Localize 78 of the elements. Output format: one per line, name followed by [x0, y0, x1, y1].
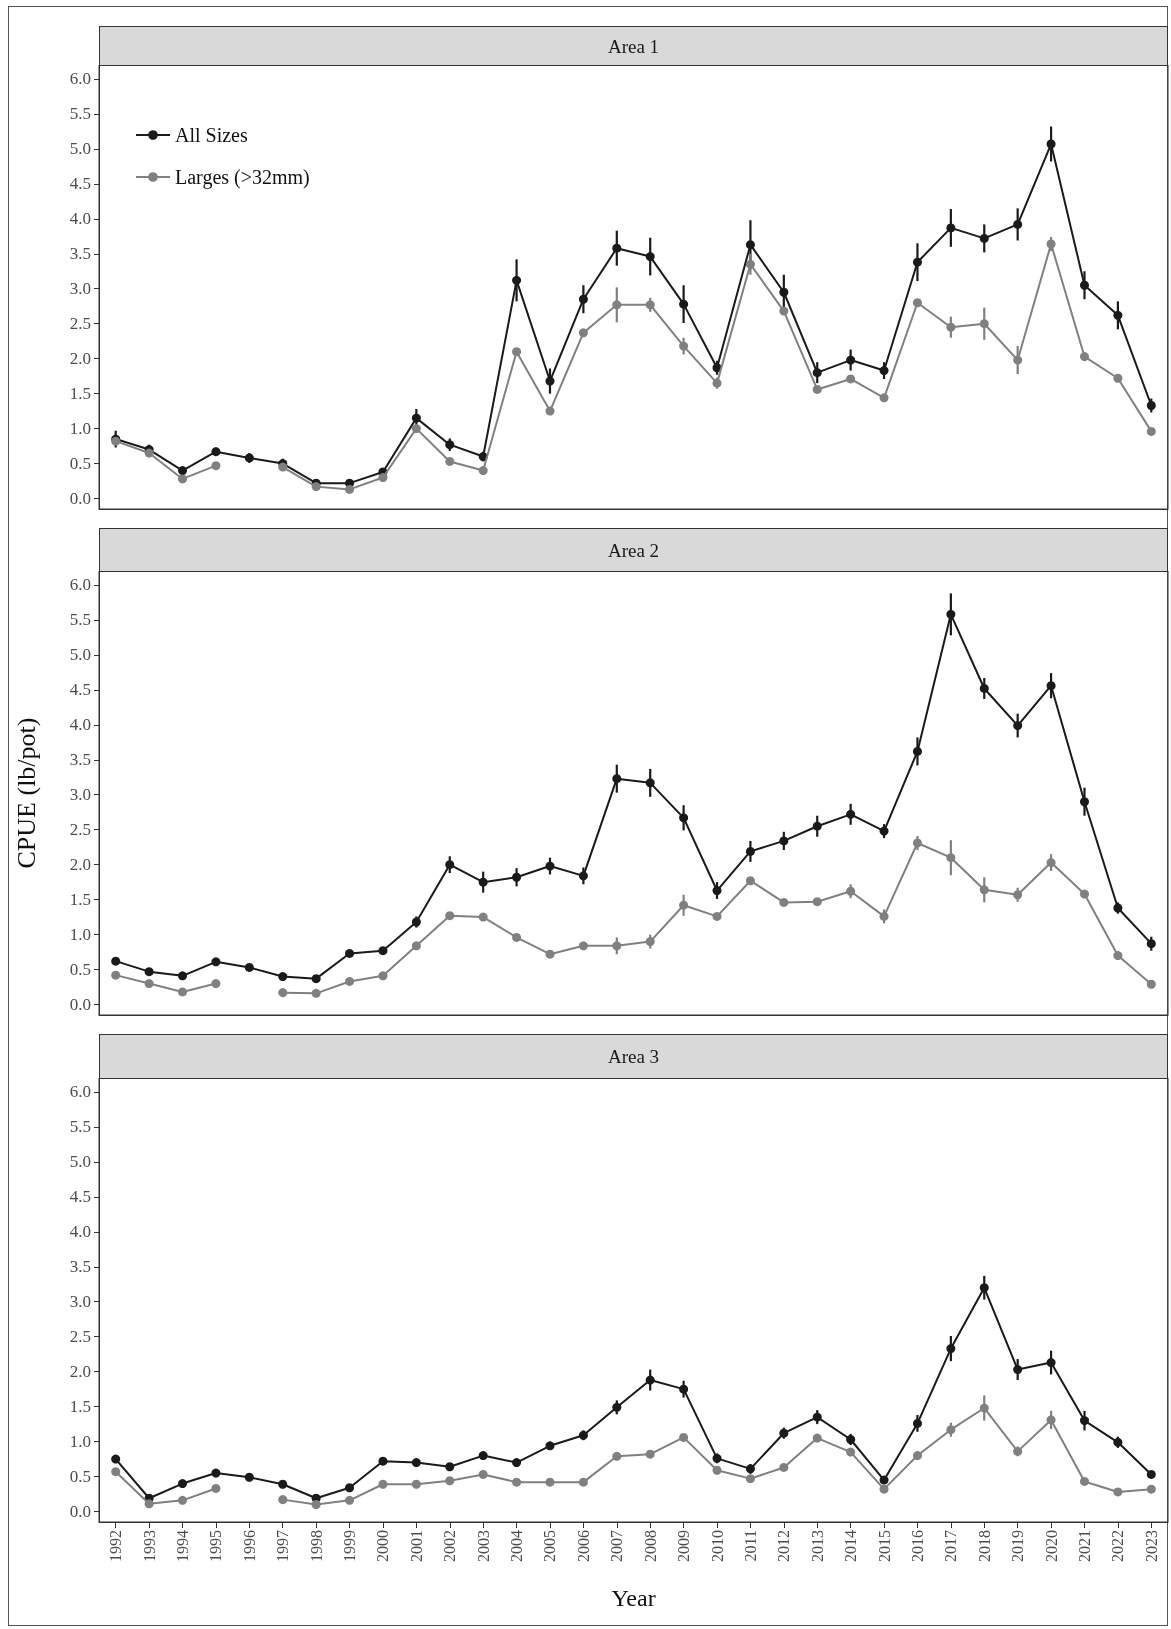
- y-tick-label: 5.0: [69, 1152, 91, 1172]
- y-tick-label: 1.0: [69, 925, 91, 945]
- x-tick-label: 2003: [474, 1530, 492, 1562]
- y-tick-label: 1.0: [69, 419, 91, 439]
- x-tick-label: 2012: [775, 1530, 793, 1562]
- y-tick-label: 3.0: [69, 785, 91, 805]
- chart-title: Area 1: [99, 26, 1168, 66]
- y-tick-label: 1.0: [69, 1432, 91, 1452]
- y-tick-label: 3.0: [69, 1292, 91, 1312]
- y-tick-label: 1.5: [69, 1397, 91, 1417]
- x-tick-label: 2001: [407, 1530, 425, 1562]
- y-tick-label: 5.5: [69, 610, 91, 630]
- x-tick-label: 2020: [1042, 1530, 1060, 1562]
- y-tick-label: 3.5: [69, 1257, 91, 1277]
- x-tick-label: 2023: [1142, 1530, 1160, 1562]
- x-tick-label: 2002: [441, 1530, 459, 1562]
- x-tick-label: 2006: [574, 1530, 592, 1562]
- x-tick-label: 1999: [341, 1530, 359, 1562]
- x-tick-label: 2007: [608, 1530, 626, 1562]
- x-tick-label: 1993: [140, 1530, 158, 1562]
- x-tick-label: 2022: [1109, 1530, 1127, 1562]
- x-tick-label: 2015: [875, 1530, 893, 1562]
- chart-title: Area 3: [99, 1034, 1168, 1079]
- y-tick-label: 4.5: [69, 1187, 91, 1207]
- y-tick-label: 6.0: [69, 575, 91, 595]
- y-tick-label: 4.5: [69, 174, 91, 194]
- y-tick-label: 0.5: [69, 1467, 91, 1487]
- legend-label: Larges (>32mm): [175, 166, 310, 189]
- y-tick-label: 2.5: [69, 1327, 91, 1347]
- y-tick-label: 3.5: [69, 244, 91, 264]
- y-axis-title: CPUE (lb/pot): [11, 717, 41, 869]
- y-tick-label: 0.0: [69, 995, 91, 1015]
- y-tick-label: 2.5: [69, 820, 91, 840]
- y-tick-label: 4.0: [69, 209, 91, 229]
- y-tick-label: 2.0: [69, 1362, 91, 1382]
- x-tick-label: 2017: [942, 1530, 960, 1562]
- y-tick-label: 4.0: [69, 1222, 91, 1242]
- y-tick-label: 3.5: [69, 750, 91, 770]
- x-tick-label: 1997: [274, 1530, 292, 1562]
- x-tick-label: 2013: [808, 1530, 826, 1562]
- y-tick-label: 4.5: [69, 680, 91, 700]
- legend-label: All Sizes: [175, 124, 248, 146]
- y-tick-label: 0.0: [69, 489, 91, 509]
- x-tick-label: 2000: [374, 1530, 392, 1562]
- x-tick-label: 2009: [675, 1530, 693, 1562]
- x-tick-label: 1998: [307, 1530, 325, 1562]
- y-tick-label: 3.0: [69, 279, 91, 299]
- x-tick-label: 2019: [1009, 1530, 1027, 1562]
- x-tick-label: 1994: [174, 1530, 192, 1562]
- x-tick-label: 2011: [741, 1530, 759, 1562]
- x-tick-label: 2005: [541, 1530, 559, 1562]
- x-tick-label: 1996: [240, 1530, 258, 1562]
- y-tick-label: 6.0: [69, 69, 91, 89]
- x-tick-label: 1992: [107, 1530, 125, 1562]
- y-tick-label: 0.5: [69, 960, 91, 980]
- y-tick-label: 5.0: [69, 645, 91, 665]
- y-tick-label: 0.0: [69, 1502, 91, 1522]
- x-tick-label: 2021: [1075, 1530, 1093, 1562]
- y-tick-label: 6.0: [69, 1082, 91, 1102]
- x-tick-label: 2018: [975, 1530, 993, 1562]
- y-tick-label: 1.5: [69, 890, 91, 910]
- y-tick-label: 5.0: [69, 139, 91, 159]
- x-axis-title: Year: [611, 1585, 656, 1611]
- y-tick-label: 5.5: [69, 104, 91, 124]
- y-tick-label: 4.0: [69, 715, 91, 735]
- x-tick-label: 2010: [708, 1530, 726, 1562]
- x-tick-label: 2016: [908, 1530, 926, 1562]
- x-tick-label: 2008: [641, 1530, 659, 1562]
- y-tick-label: 2.5: [69, 314, 91, 334]
- x-tick-label: 2014: [842, 1530, 860, 1562]
- y-tick-label: 2.0: [69, 855, 91, 875]
- y-tick-label: 1.5: [69, 384, 91, 404]
- y-tick-label: 2.0: [69, 349, 91, 369]
- x-tick-label: 2004: [508, 1530, 526, 1562]
- y-tick-label: 0.5: [69, 454, 91, 474]
- x-tick-label: 1995: [207, 1530, 225, 1562]
- chart-title: Area 2: [99, 528, 1168, 572]
- y-tick-label: 5.5: [69, 1117, 91, 1137]
